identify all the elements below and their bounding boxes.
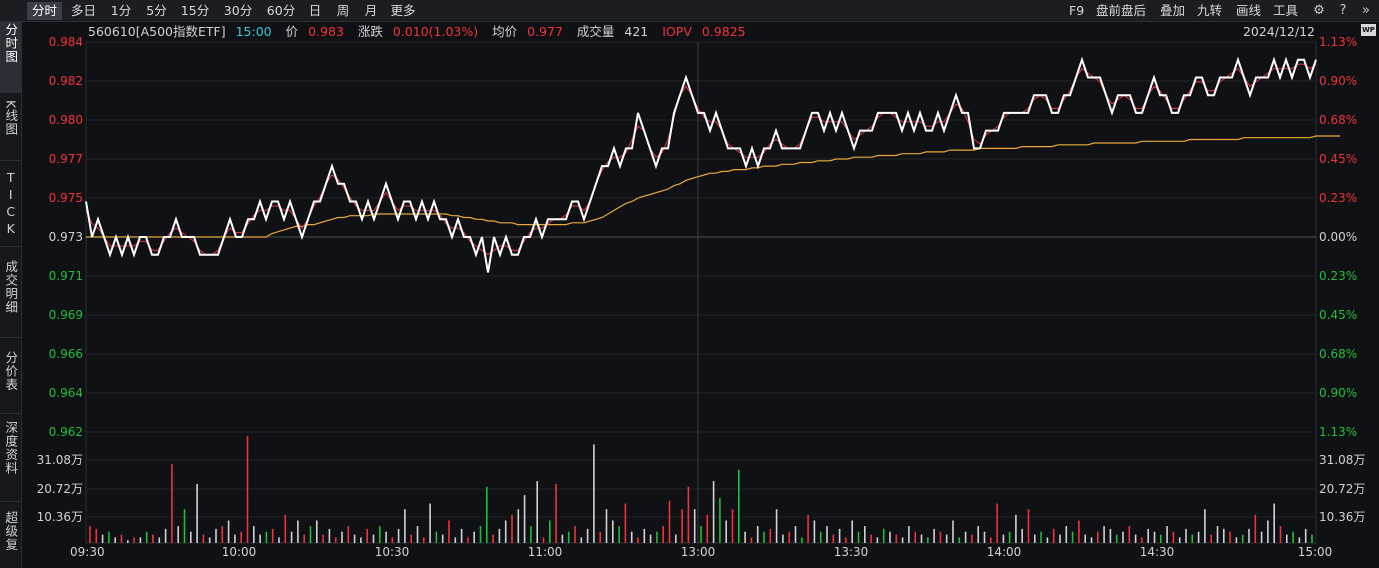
time-tick-label: 11:00 (528, 545, 563, 559)
quote-date: 2024/12/12 (1242, 24, 1315, 39)
chart-frame (85, 41, 1317, 544)
tool-overlay[interactable]: 叠加 (1160, 3, 1186, 18)
pct-tick-label: 0.23% (1319, 191, 1357, 205)
pct-tick-label: 0.23% (1319, 269, 1357, 283)
sidebar-tab-tick[interactable]: TICK (0, 162, 21, 247)
volume-tick-label: 10.36万 (1319, 510, 1365, 524)
double-chevron-right-icon[interactable]: » (1362, 3, 1370, 18)
price-tick-label: 0.973 (49, 230, 83, 244)
quote-info-bar: 560610[A500指数ETF] 15:00 价 0.983 涨跌 0.010… (88, 23, 752, 40)
price-tick-label: 0.966 (49, 347, 83, 361)
volume-tick-label: 31.08万 (37, 453, 83, 467)
sidebar-tab-kline[interactable]: K线图 (0, 94, 21, 161)
volume-tick-label: 20.72万 (1319, 482, 1365, 496)
period-tab-5[interactable]: 30分 (223, 3, 253, 18)
tool-f9[interactable]: F9 (1069, 3, 1085, 18)
pct-tick-label: 0.45% (1319, 308, 1357, 322)
quote-time: 15:00 (235, 24, 272, 39)
sidebar-tab-label: 深度资料 (3, 421, 19, 475)
tool-tools[interactable]: 工具 (1273, 3, 1299, 18)
price-tick-label: 0.964 (49, 386, 83, 400)
price-tick-label: 0.984 (49, 35, 83, 49)
left-sidebar: 分时图 K线图 TICK 成交明细 分价表 深度资料 超级复 (0, 22, 22, 568)
pct-tick-label: 1.13% (1319, 425, 1357, 439)
iopv-value: 0.9825 (701, 24, 746, 39)
time-tick-label: 09:30 (70, 545, 105, 559)
sidebar-tab-label: K线图 (3, 100, 19, 137)
sidebar-tab-label: 超级复 (3, 511, 19, 552)
time-tick-label: 10:30 (375, 545, 410, 559)
gear-icon[interactable]: ⚙ (1313, 3, 1325, 18)
time-tick-label: 13:30 (834, 545, 869, 559)
period-tab-1[interactable]: 多日 (70, 3, 96, 18)
sidebar-tab-depth[interactable]: 深度资料 (0, 415, 21, 502)
period-tab-9[interactable]: 月 (364, 3, 378, 18)
sidebar-tab-price-table[interactable]: 分价表 (0, 339, 21, 414)
help-icon[interactable]: ? (1339, 3, 1347, 18)
time-tick-label: 14:30 (1140, 545, 1175, 559)
price-tick-label: 0.971 (49, 269, 83, 283)
pct-tick-label: 0.90% (1319, 74, 1357, 88)
security-name: 560610[A500指数ETF] (88, 24, 226, 39)
top-toolbar: 分时 多日 1分 5分 15分 30分 60分日周月更多 F9 盘前盘后 叠加 九转 画线 … (0, 0, 1379, 22)
time-tick-label: 15:00 (1298, 545, 1333, 559)
tool-draw-line[interactable]: 画线 (1236, 3, 1262, 18)
iopv-label: IOPV (662, 24, 692, 39)
change-label: 涨跌 (357, 24, 383, 39)
pct-tick-label: 1.13% (1319, 35, 1357, 49)
tool-nine-turn[interactable]: 九转 (1197, 3, 1223, 18)
price-value: 0.983 (308, 24, 344, 39)
price-tick-label: 0.962 (49, 425, 83, 439)
price-tick-label: 0.969 (49, 308, 83, 322)
price-tick-label: 0.975 (49, 191, 83, 205)
period-tab-10[interactable]: 更多 (390, 3, 416, 18)
period-tab-8[interactable]: 周 (336, 3, 350, 18)
period-tab-0[interactable]: 分时 (27, 2, 62, 20)
period-tab-7[interactable]: 日 (308, 3, 322, 18)
sidebar-tab-trade-detail[interactable]: 成交明细 (0, 248, 21, 338)
wp-icon[interactable]: WP (1361, 24, 1376, 36)
volume-tick-label: 20.72万 (37, 482, 83, 496)
time-tick-label: 13:00 (681, 545, 716, 559)
period-tab-2[interactable]: 1分 (110, 3, 132, 18)
avg-label: 均价 (492, 24, 518, 39)
tool-premarket[interactable]: 盘前盘后 (1096, 3, 1147, 18)
volume-value: 421 (624, 24, 649, 39)
price-tick-label: 0.980 (49, 113, 83, 127)
period-tab-4[interactable]: 15分 (180, 3, 210, 18)
avg-value: 0.977 (527, 24, 563, 39)
sidebar-tab-label: 分价表 (3, 351, 19, 392)
sidebar-tab-label: 分时图 (3, 23, 19, 64)
period-tab-3[interactable]: 5分 (146, 3, 167, 18)
sidebar-tab-timeshare[interactable]: 分时图 (0, 22, 21, 93)
average-price-line (86, 135, 1340, 238)
sidebar-tab-label: TICK (3, 170, 19, 238)
pct-tick-label: 0.68% (1319, 347, 1357, 361)
volume-label: 成交量 (576, 24, 615, 39)
sidebar-tab-super-review[interactable]: 超级复 (0, 503, 21, 568)
pct-tick-label: 0.68% (1319, 113, 1357, 127)
pct-tick-label: 0.00% (1319, 230, 1357, 244)
pct-tick-label: 0.90% (1319, 386, 1357, 400)
period-tab-6[interactable]: 60分 (266, 3, 296, 18)
volume-tick-label: 10.36万 (37, 510, 83, 524)
change-value: 0.010(1.03%) (392, 24, 479, 39)
price-label: 价 (285, 24, 299, 39)
price-line (85, 56, 1317, 273)
price-tick-label: 0.982 (49, 74, 83, 88)
sidebar-tab-label: 成交明细 (3, 260, 19, 314)
price-tick-label: 0.977 (49, 152, 83, 166)
time-tick-label: 10:00 (222, 545, 257, 559)
volume-tick-label: 31.08万 (1319, 453, 1365, 467)
time-tick-label: 14:00 (987, 545, 1022, 559)
pct-tick-label: 0.45% (1319, 152, 1357, 166)
